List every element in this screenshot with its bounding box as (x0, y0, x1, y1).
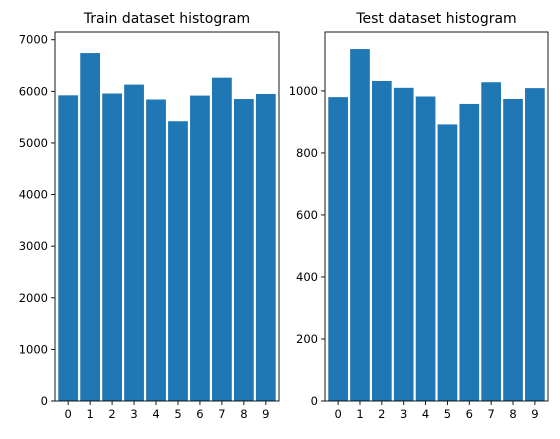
bar-1 (80, 53, 101, 402)
y-tick-label: 6000 (19, 84, 48, 98)
x-tick-label: 5 (174, 407, 181, 421)
x-tick-label: 1 (356, 407, 363, 421)
y-tick-label: 7000 (19, 33, 48, 47)
bar-2 (102, 93, 122, 402)
x-tick-label: 8 (240, 407, 247, 421)
chart-title: Test dataset histogram (355, 11, 516, 27)
bar-6 (459, 103, 480, 401)
x-tick-label: 7 (218, 407, 225, 421)
y-tick-label: 4000 (19, 188, 48, 202)
bar-0 (58, 95, 79, 401)
x-tick-label: 9 (262, 407, 269, 421)
bar-3 (393, 87, 414, 401)
bar-3 (124, 84, 144, 401)
x-tick-label: 0 (334, 407, 341, 421)
bar-9 (525, 88, 545, 401)
bar-4 (415, 96, 436, 401)
bar-2 (372, 80, 392, 402)
bar-0 (328, 97, 348, 402)
x-tick-label: 1 (86, 407, 93, 421)
x-tick-label: 4 (422, 407, 429, 421)
y-tick-label: 200 (296, 332, 318, 346)
x-tick-label: 8 (509, 407, 516, 421)
y-tick-label: 400 (296, 270, 318, 284)
x-tick-label: 3 (400, 407, 407, 421)
y-tick-label: 600 (296, 208, 318, 222)
y-tick-label: 1000 (19, 342, 48, 356)
y-tick-label: 0 (311, 394, 318, 408)
x-tick-label: 6 (196, 407, 203, 421)
bar-6 (190, 95, 210, 401)
y-tick-label: 1000 (289, 84, 318, 98)
x-tick-label: 6 (466, 407, 473, 421)
bar-9 (255, 93, 276, 401)
x-tick-label: 2 (378, 407, 385, 421)
y-tick-label: 5000 (19, 136, 48, 150)
subplot-1: 0 1 2 3 4 5 6 7 8 9 0 200 400 600 800 1000 Test dataset … (289, 11, 549, 421)
y-tick-label: 2000 (19, 291, 48, 305)
bar-8 (503, 98, 523, 401)
bar-8 (233, 99, 254, 401)
y-tick-label: 3000 (19, 239, 48, 253)
bar-4 (146, 99, 166, 401)
bar-7 (481, 82, 501, 401)
axes-frame (54, 31, 280, 402)
x-tick-label: 7 (487, 407, 494, 421)
x-tick-label: 2 (108, 407, 115, 421)
bar-7 (212, 77, 232, 402)
x-tick-label: 4 (152, 407, 159, 421)
subplot-0: 0 1 2 3 4 5 6 7 8 901000200030004000500060007000T… (19, 11, 280, 421)
y-tick-label: 800 (296, 146, 318, 160)
x-tick-label: 0 (65, 407, 72, 421)
chart-title: Train dataset histogram (83, 11, 250, 27)
axes-frame (324, 31, 549, 402)
x-tick-label: 9 (531, 407, 538, 421)
bar-1 (350, 49, 370, 402)
y-tick-label: 0 (41, 394, 48, 408)
bar-5 (168, 121, 188, 401)
x-tick-label: 3 (130, 407, 137, 421)
bar-5 (437, 124, 458, 401)
x-tick-label: 5 (444, 407, 451, 421)
